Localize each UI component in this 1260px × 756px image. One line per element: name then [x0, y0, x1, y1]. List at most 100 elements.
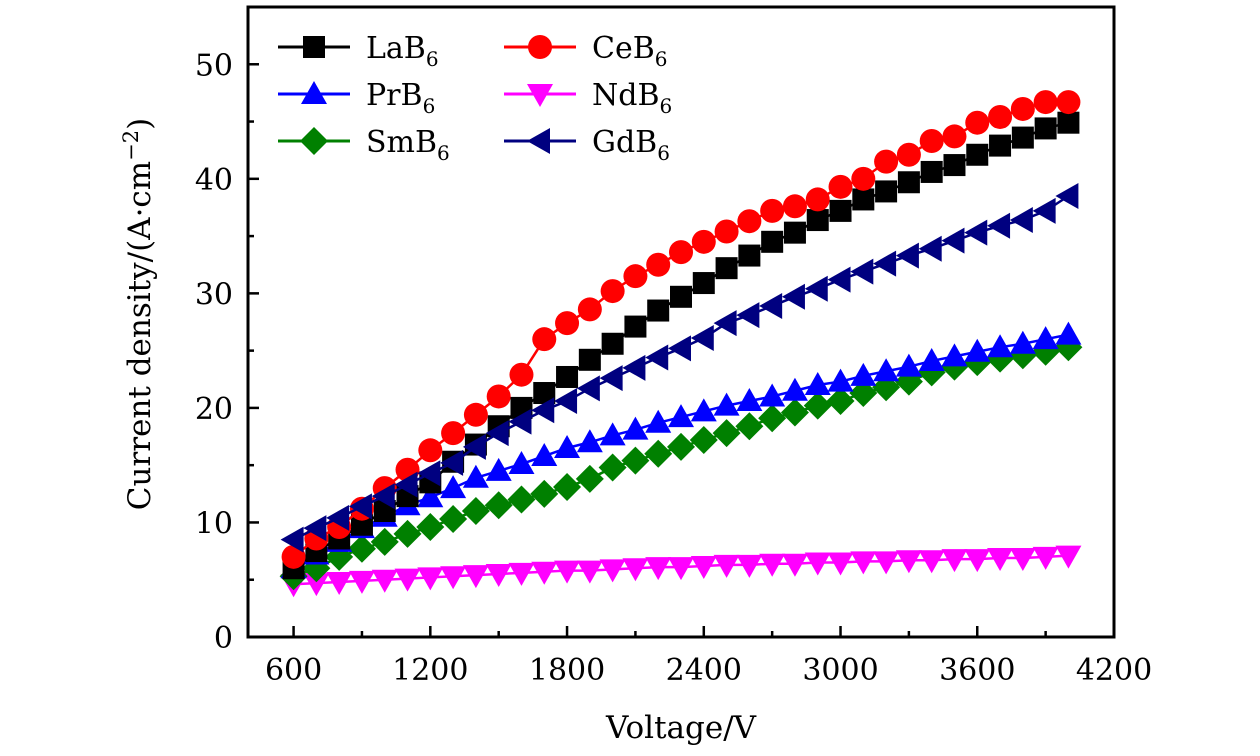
- data-point-PrB6: [1009, 330, 1036, 354]
- data-point-LaB6: [783, 221, 806, 244]
- data-point-CeB6: [463, 402, 488, 427]
- data-point-PrB6: [1032, 326, 1059, 350]
- data-point-PrB6: [873, 358, 900, 382]
- data-point-LaB6: [989, 134, 1012, 157]
- data-point-PrB6: [736, 388, 763, 412]
- data-point-PrB6: [713, 392, 740, 416]
- data-point-SmB6: [689, 425, 718, 454]
- data-point-GdB6: [759, 292, 783, 319]
- data-point-CeB6: [555, 311, 580, 336]
- data-point-GdB6: [348, 493, 372, 520]
- y-axis: 0 10 20 30 40 50: [195, 48, 259, 656]
- x-tick-label: 4200: [1076, 653, 1152, 688]
- data-point-NdB6: [781, 553, 808, 577]
- data-point-SmB6: [530, 479, 559, 508]
- data-point-GdB6: [827, 266, 851, 293]
- data-point-GdB6: [485, 420, 509, 447]
- data-point-GdB6: [895, 242, 919, 269]
- data-point-NdB6: [576, 560, 603, 584]
- data-point-LaB6: [920, 160, 943, 183]
- data-point-NdB6: [850, 551, 877, 575]
- data-point-CeB6: [805, 187, 830, 212]
- data-point-GdB6: [531, 397, 555, 424]
- data-point-LaB6: [829, 199, 852, 222]
- data-point-GdB6: [1055, 183, 1079, 209]
- y-axis-title-sup: −2: [119, 130, 143, 161]
- data-point-CeB6: [828, 174, 853, 199]
- data-point-GdB6: [417, 460, 441, 487]
- data-point-SmB6: [712, 419, 741, 448]
- data-point-LaB6: [761, 230, 784, 253]
- data-point-PrB6: [941, 343, 968, 367]
- series-NdB6: [280, 545, 1082, 598]
- data-point-PrB6: [576, 429, 603, 453]
- data-point-CeB6: [623, 264, 648, 289]
- data-point-CeB6: [851, 166, 876, 191]
- data-point-GdB6: [394, 471, 418, 498]
- series-CeB6: [281, 90, 1081, 569]
- y-tick-label: 10: [195, 506, 233, 541]
- data-point-LaB6: [875, 180, 898, 203]
- x-tick-label: 3000: [802, 653, 878, 688]
- data-point-PrB6: [599, 422, 626, 446]
- data-point-NdB6: [462, 565, 489, 589]
- data-point-CeB6: [942, 124, 967, 149]
- legend-label: PrB6: [366, 78, 435, 118]
- data-point-PrB6: [668, 404, 694, 428]
- data-point-SmB6: [780, 398, 809, 427]
- legend-item-PrB6: PrB6: [278, 78, 435, 118]
- x-tick-label: 3600: [939, 653, 1015, 688]
- data-point-CeB6: [1033, 90, 1058, 115]
- legend-label: LaB6: [366, 31, 439, 71]
- data-point-GdB6: [599, 365, 623, 392]
- data-point-NdB6: [531, 561, 558, 585]
- data-point-GdB6: [964, 219, 988, 246]
- data-point-CeB6: [532, 327, 557, 352]
- data-point-GdB6: [1032, 197, 1056, 224]
- data-point-CeB6: [669, 240, 693, 265]
- data-point-PrB6: [804, 372, 831, 395]
- data-point-GdB6: [371, 483, 395, 510]
- data-point-PrB6: [987, 334, 1014, 358]
- data-point-NdB6: [668, 557, 694, 581]
- data-point-LaB6: [533, 382, 556, 405]
- data-point-PrB6: [918, 347, 945, 371]
- plot-frame: [246, 5, 1116, 639]
- data-point-GdB6: [987, 212, 1011, 239]
- data-point-LaB6: [647, 299, 670, 322]
- data-point-SmB6: [735, 412, 764, 441]
- data-point-GdB6: [440, 449, 464, 476]
- data-point-CeB6: [646, 252, 671, 277]
- data-point-CeB6: [760, 198, 785, 223]
- data-point-PrB6: [759, 383, 786, 407]
- y-axis-title-close: ): [122, 118, 158, 130]
- legend-marker-triangle-down: [527, 84, 553, 107]
- data-point-LaB6: [692, 272, 715, 295]
- data-point-CeB6: [737, 209, 762, 234]
- data-point-GdB6: [1009, 207, 1033, 234]
- data-point-CeB6: [441, 421, 466, 446]
- data-point-LaB6: [624, 315, 647, 338]
- data-point-NdB6: [713, 554, 740, 578]
- data-point-PrB6: [417, 484, 444, 508]
- data-point-CeB6: [691, 229, 716, 254]
- data-point-GdB6: [554, 388, 578, 415]
- data-point-GdB6: [622, 354, 646, 381]
- data-point-GdB6: [736, 302, 760, 329]
- data-point-LaB6: [738, 244, 761, 267]
- legend-label: CeB6: [592, 31, 668, 71]
- data-point-NdB6: [622, 558, 649, 582]
- data-point-PrB6: [781, 377, 808, 401]
- data-point-SmB6: [393, 519, 422, 548]
- data-point-SmB6: [416, 513, 445, 542]
- legend-label: GdB6: [592, 125, 670, 165]
- data-point-NdB6: [964, 549, 991, 573]
- data-point-NdB6: [348, 570, 375, 594]
- data-point-CeB6: [577, 297, 602, 322]
- data-point-GdB6: [690, 325, 714, 352]
- legend: LaB6 CeB6 PrB6 NdB6 SmB6 GdB6: [278, 31, 672, 165]
- data-point-CeB6: [782, 194, 807, 219]
- data-point-SmB6: [370, 527, 399, 556]
- data-point-SmB6: [826, 387, 855, 416]
- data-point-CeB6: [714, 219, 739, 244]
